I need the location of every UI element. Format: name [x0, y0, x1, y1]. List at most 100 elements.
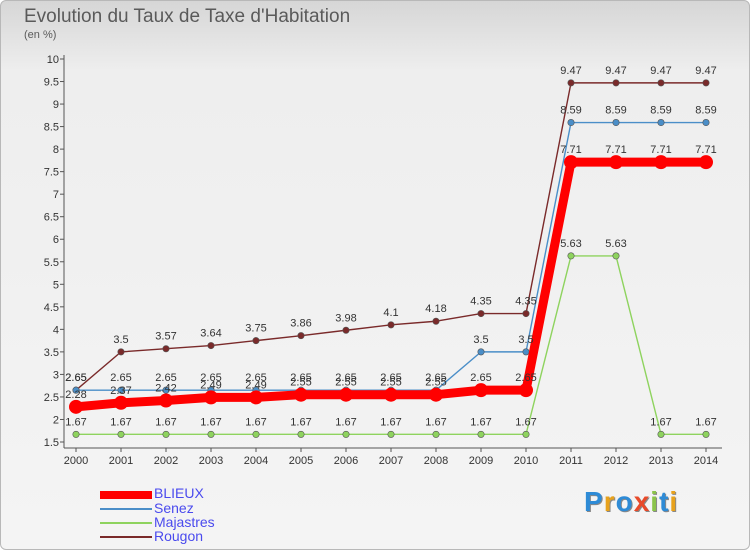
data-label-majastres: 1.67 [515, 416, 536, 428]
data-label-blieux: 2.28 [65, 389, 86, 401]
data-point-blieux [429, 387, 443, 402]
y-tick-label: 5.5 [44, 257, 59, 269]
x-tick-label: 2004 [244, 455, 268, 467]
proxiti-logo: Proxiti [584, 486, 678, 518]
data-label-senez: 2.65 [290, 372, 311, 384]
legend-label-blieux: BLIEUX [154, 485, 204, 501]
data-label-rougon: 9.47 [560, 65, 581, 77]
x-tick-label: 2012 [604, 455, 628, 467]
y-tick-label: 1.5 [44, 437, 59, 449]
data-label-blieux: 2.55 [380, 377, 401, 389]
data-point-blieux [384, 387, 398, 402]
data-point-senez [522, 348, 530, 356]
series-line-blieux [75, 157, 706, 412]
data-label-blieux: 2.65 [515, 372, 536, 384]
y-tick-label: 7.5 [44, 167, 59, 179]
data-point-senez [72, 386, 80, 394]
data-label-senez: 2.65 [425, 372, 446, 384]
data-label-blieux: 7.71 [695, 144, 716, 156]
data-label-majastres: 1.67 [380, 416, 401, 428]
data-label-rougon: 9.47 [650, 65, 671, 77]
data-point-rougon [477, 310, 485, 318]
y-tick-label: 4 [53, 324, 59, 336]
x-tick-label: 2002 [154, 455, 178, 467]
data-label-majastres: 1.67 [650, 416, 671, 428]
data-point-blieux [699, 155, 713, 170]
data-label-majastres: 1.67 [200, 416, 221, 428]
data-label-blieux: 7.71 [560, 144, 581, 156]
y-tick-label: 8 [53, 144, 59, 156]
data-label-majastres: 1.67 [425, 416, 446, 428]
data-label-majastres: 1.67 [470, 416, 491, 428]
logo-letter: i [669, 486, 679, 517]
data-point-blieux [69, 399, 83, 414]
data-point-rougon [387, 321, 395, 329]
x-tick-label: 2014 [694, 455, 718, 467]
data-label-majastres: 1.67 [245, 416, 266, 428]
data-label-blieux: 2.55 [335, 377, 356, 389]
legend-swatch-blieux [100, 491, 152, 499]
data-point-majastres [657, 430, 665, 438]
logo-letter: i [650, 486, 660, 517]
data-label-rougon: 3.57 [155, 331, 176, 343]
data-label-rougon: 3.5 [113, 334, 128, 346]
data-label-senez: 2.65 [155, 372, 176, 384]
data-label-rougon: 3.64 [200, 328, 221, 340]
data-label-blieux: 2.49 [200, 379, 221, 391]
data-point-majastres [72, 430, 80, 438]
series-line-majastres [76, 255, 706, 436]
data-label-rougon: 3.75 [245, 323, 266, 335]
data-point-senez [117, 386, 125, 394]
data-label-rougon: 9.47 [695, 65, 716, 77]
x-tick-label: 2011 [559, 455, 583, 467]
y-tick-label: 9.5 [44, 77, 59, 89]
data-point-blieux [654, 155, 668, 170]
data-label-majastres: 1.67 [695, 416, 716, 428]
x-tick-label: 2003 [199, 455, 223, 467]
data-label-rougon: 4.35 [470, 296, 491, 308]
data-point-blieux [474, 383, 488, 398]
data-point-rougon [702, 79, 710, 87]
y-tick-label: 8.5 [44, 122, 59, 134]
data-label-blieux: 2.55 [425, 377, 446, 389]
data-label-senez: 3.5 [518, 334, 533, 346]
data-label-blieux: 7.71 [650, 144, 671, 156]
data-point-blieux [609, 155, 623, 170]
data-label-majastres: 1.67 [110, 416, 131, 428]
chart-unit-label: (en %) [24, 29, 57, 41]
data-label-blieux: 2.37 [110, 385, 131, 397]
x-tick-label: 2013 [649, 455, 673, 467]
data-label-blieux: 2.42 [155, 383, 176, 395]
data-point-majastres [612, 252, 620, 260]
data-label-rougon: 4.1 [383, 307, 398, 319]
data-label-majastres: 1.67 [290, 416, 311, 428]
y-tick-label: 2 [53, 414, 59, 426]
logo-letter: t [659, 486, 670, 517]
data-point-rougon [657, 79, 665, 87]
data-label-rougon: 4.35 [515, 296, 536, 308]
data-label-senez: 2.65 [380, 372, 401, 384]
data-point-senez [477, 348, 485, 356]
data-point-majastres [342, 430, 350, 438]
y-tick-label: 6 [53, 234, 59, 246]
data-label-rougon: 2.65 [65, 372, 86, 384]
data-point-majastres [207, 430, 215, 438]
data-label-senez: 8.59 [605, 105, 626, 117]
chart-legend: BLIEUX Senez Majastres Rougon [100, 485, 300, 547]
x-tick-label: 2010 [514, 455, 538, 467]
x-tick-label: 2008 [424, 455, 448, 467]
data-label-rougon: 3.98 [335, 312, 356, 324]
y-tick-label: 4.5 [44, 302, 59, 314]
data-label-majastres: 5.63 [605, 238, 626, 250]
x-tick-label: 2001 [109, 455, 133, 467]
y-tick-label: 3.5 [44, 347, 59, 359]
legend-swatch-rougon [100, 536, 152, 538]
data-point-rougon [612, 79, 620, 87]
data-point-rougon [297, 332, 305, 340]
data-point-majastres [477, 430, 485, 438]
y-tick-label: 9 [53, 99, 59, 111]
y-tick-label: 6.5 [44, 212, 59, 224]
chart-title: Evolution du Taux de Taxe d'Habitation [24, 6, 351, 27]
